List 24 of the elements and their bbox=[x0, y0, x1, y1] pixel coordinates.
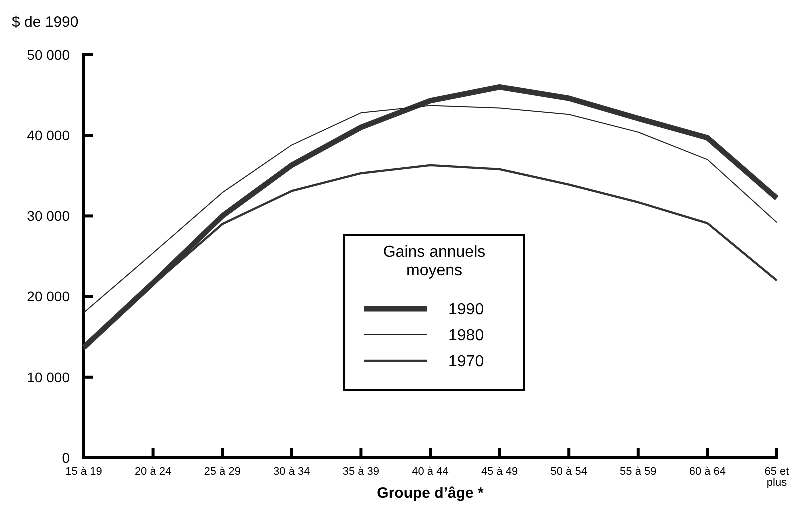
y-tick-label: 50 000 bbox=[27, 46, 70, 63]
y-tick-label: 20 000 bbox=[27, 288, 70, 305]
y-tick-label: 40 000 bbox=[27, 128, 70, 144]
x-tick-label: 60 à 64 bbox=[689, 466, 726, 478]
x-tick-label: 25 à 29 bbox=[204, 466, 241, 478]
x-tick-label: 15 à 19 bbox=[66, 466, 102, 478]
x-tick-label: 65 et plus bbox=[764, 466, 790, 489]
x-tick-label: 55 à 59 bbox=[620, 466, 657, 478]
line-series bbox=[84, 105, 778, 314]
legend-title: Gains annuels moyens bbox=[383, 244, 486, 280]
x-axis-title: Groupe d’âge * bbox=[377, 485, 484, 502]
legend-label: 1970 bbox=[448, 354, 484, 371]
legend-label: 1990 bbox=[448, 302, 484, 319]
x-tick-label: 50 à 54 bbox=[550, 466, 588, 478]
x-tick-label: 45 à 49 bbox=[481, 466, 518, 478]
x-tick-label: 20 à 24 bbox=[134, 466, 172, 478]
x-tick-label: 30 à 34 bbox=[274, 466, 310, 478]
y-tick-label: 30 000 bbox=[27, 208, 70, 224]
x-tick-label: 35 à 39 bbox=[342, 466, 380, 478]
y-tick-label: 0 bbox=[62, 450, 70, 466]
x-tick-label: 40 à 44 bbox=[412, 466, 449, 478]
legend-label: 1980 bbox=[448, 328, 484, 345]
y-axis-title: $ de 1990 bbox=[12, 14, 79, 31]
y-tick-label: 10 000 bbox=[27, 369, 70, 386]
